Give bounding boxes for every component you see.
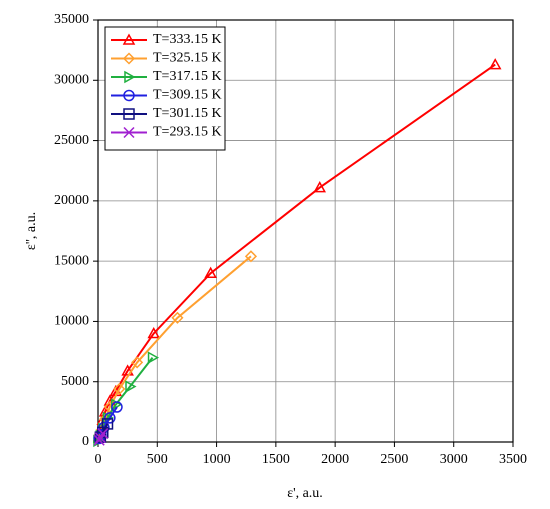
marker [171,311,184,324]
y-tick-label: 25000 [54,133,89,148]
marker [488,58,502,70]
marker [104,412,116,424]
marker [204,266,217,278]
x-tick-label: 3000 [440,452,468,467]
series-line [98,255,252,437]
x-tick-label: 2500 [380,452,408,467]
x-axis-label: ε', a.u. [287,486,323,501]
y-tick-label: 30000 [54,73,89,88]
y-tick-label: 0 [82,434,89,449]
legend-marker [122,52,136,65]
marker [125,380,137,393]
marker [244,250,258,263]
y-tick-label: 5000 [61,374,89,389]
legend-label: T=309.15 K [153,88,222,103]
legend-label: T=301.15 K [153,106,222,121]
y-tick-label: 10000 [54,314,89,329]
marker [113,382,126,396]
y-axis-label: ε'', a.u. [24,212,39,250]
legend-label: T=325.15 K [153,51,222,66]
marker [93,434,105,446]
legend-marker [122,33,136,45]
x-tick-label: 1000 [203,452,231,467]
y-tick-label: 35000 [54,12,89,27]
legend-marker [123,108,135,120]
marker [97,428,109,440]
legend-marker [123,89,135,102]
x-tick-label: 2000 [321,452,349,467]
x-tick-label: 500 [147,452,168,467]
y-tick-label: 20000 [54,193,89,208]
legend-label: T=333.15 K [153,32,222,47]
y-tick-label: 15000 [54,253,89,268]
marker [111,401,123,413]
marker [313,181,327,193]
marker [147,351,160,364]
legend-label: T=293.15 K [153,125,222,140]
legend-label: T=317.15 K [153,69,222,84]
marker [131,356,144,369]
marker [103,400,116,414]
x-tick-label: 0 [95,452,102,467]
x-tick-label: 1500 [262,452,290,467]
plot-frame [97,19,514,443]
legend-marker [124,70,136,84]
legend-marker [123,126,135,139]
x-tick-label: 3500 [499,452,527,467]
marker [147,326,161,339]
